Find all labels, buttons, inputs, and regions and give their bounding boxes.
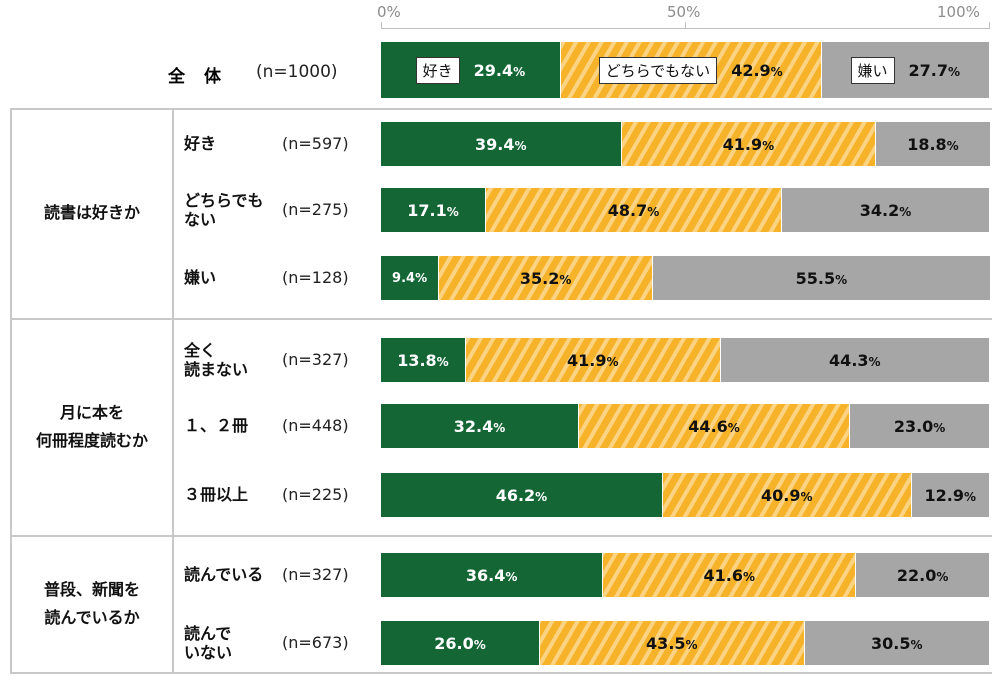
- row-label: 全く 読まない: [184, 341, 249, 379]
- bar-segment-dislike: 44.3%: [720, 338, 989, 382]
- data-label: 12.9%: [924, 485, 977, 505]
- data-label: 42.9%: [731, 60, 783, 80]
- bar-segment-dislike: 34.2%: [782, 188, 989, 232]
- row-n: (n=327): [282, 350, 349, 369]
- data-label: 39.4%: [475, 134, 527, 154]
- bar-segment-like: 46.2%: [381, 473, 662, 517]
- data-label: 26.0%: [434, 633, 486, 653]
- data-label: 43.5%: [646, 633, 698, 653]
- group-label: 読書は好きか: [43, 203, 140, 222]
- bar-segment-neutral: 43.5%: [540, 621, 804, 665]
- table-divider: [10, 535, 992, 537]
- bar-segment-like: 32.4%: [381, 404, 578, 448]
- group-label: 月に本を 何冊程度読むか: [35, 402, 148, 450]
- bar-segment-like: 36.4%: [381, 553, 603, 597]
- data-label: 23.0%: [893, 416, 946, 436]
- bar-segment-neutral: 44.6%: [578, 404, 850, 448]
- bar-segment-like: 17.1%: [381, 188, 485, 232]
- x-tick-mark: [989, 22, 990, 29]
- bar-segment-neutral: 40.9%: [662, 473, 911, 517]
- overall-label: 全 体: [168, 67, 222, 87]
- group-label: 普段、新聞を 読んでいるか: [43, 579, 140, 627]
- data-label: 46.2%: [495, 485, 548, 505]
- bar-segment-neutral: 41.6%: [603, 553, 856, 597]
- row-n: (n=225): [282, 485, 349, 504]
- bar-segment-dislike: 12.9%: [911, 473, 989, 517]
- row-n: (n=597): [282, 134, 349, 153]
- data-label: 40.9%: [760, 485, 813, 505]
- bar-segment-neutral: 41.9%: [465, 338, 720, 382]
- x-tick-mark: [685, 22, 686, 29]
- data-label: 44.3%: [829, 350, 881, 370]
- data-label: 13.8%: [397, 350, 449, 370]
- bar-segment-like: 好き 29.4%: [381, 42, 560, 98]
- legend-entry: 嫌い: [850, 56, 895, 84]
- bar-segment-like: 26.0%: [381, 621, 540, 665]
- table-divider: [10, 672, 992, 674]
- row-label: 嫌い: [184, 268, 217, 287]
- data-label: 22.0%: [896, 565, 949, 585]
- x-tick-label: 50%: [667, 3, 701, 21]
- data-label: 48.7%: [607, 200, 660, 220]
- bar-segment-dislike: 18.8%: [876, 122, 990, 166]
- bar-segment-dislike: 23.0%: [850, 404, 989, 448]
- data-label: 41.6%: [703, 565, 756, 585]
- row-n: (n=275): [282, 200, 349, 219]
- x-tick-label: 0%: [377, 3, 401, 21]
- data-label: 44.6%: [688, 416, 740, 436]
- table-border-left: [10, 108, 12, 674]
- bar-segment-dislike: 55.5%: [653, 256, 990, 300]
- bar-segment-dislike: 嫌い 27.7%: [821, 42, 989, 98]
- table-divider: [10, 108, 992, 110]
- bar-segment-dislike: 30.5%: [804, 621, 989, 665]
- legend-entry: どちらでもない: [598, 56, 718, 84]
- data-label: 30.5%: [871, 633, 923, 653]
- table-divider: [10, 318, 992, 320]
- row-label: ３冊以上: [184, 485, 249, 504]
- data-label: 41.9%: [567, 350, 619, 370]
- data-label: 34.2%: [859, 200, 912, 220]
- overall-n: (n=1000): [256, 62, 338, 82]
- row-n: (n=448): [282, 416, 349, 435]
- bar-segment-dislike: 22.0%: [856, 553, 989, 597]
- legend-entry: 好き: [415, 56, 460, 84]
- data-label: 17.1%: [407, 200, 459, 220]
- row-label: 好き: [184, 134, 217, 153]
- data-label: 18.8%: [907, 134, 959, 154]
- row-label: 読んで いない: [184, 624, 233, 662]
- data-label: 41.9%: [722, 134, 775, 154]
- data-label: 35.2%: [519, 268, 572, 288]
- bar-segment-neutral: 35.2%: [439, 256, 653, 300]
- data-label: 55.5%: [795, 268, 848, 288]
- x-tick-mark: [381, 22, 382, 29]
- bar-segment-neutral: 41.9%: [621, 122, 876, 166]
- bar-segment-neutral: 48.7%: [485, 188, 782, 232]
- data-label: 36.4%: [465, 565, 518, 585]
- table-divider-vertical: [172, 108, 174, 674]
- row-n: (n=673): [282, 633, 349, 652]
- row-n: (n=128): [282, 268, 349, 287]
- data-label: 9.4%: [392, 270, 428, 286]
- data-label: 27.7%: [908, 60, 961, 80]
- row-label: 読んでいる: [184, 565, 264, 584]
- x-tick-label: 100%: [937, 3, 980, 21]
- bar-segment-like: 13.8%: [381, 338, 465, 382]
- data-label: 29.4%: [473, 60, 526, 80]
- bar-segment-like: 39.4%: [381, 122, 621, 166]
- data-label: 32.4%: [453, 416, 506, 436]
- row-label: １、２冊: [184, 416, 249, 435]
- bar-segment-like: 9.4%: [381, 256, 439, 300]
- row-label: どちらでも ない: [184, 191, 264, 229]
- row-n: (n=327): [282, 565, 349, 584]
- bar-segment-neutral: どちらでもない 42.9%: [560, 42, 821, 98]
